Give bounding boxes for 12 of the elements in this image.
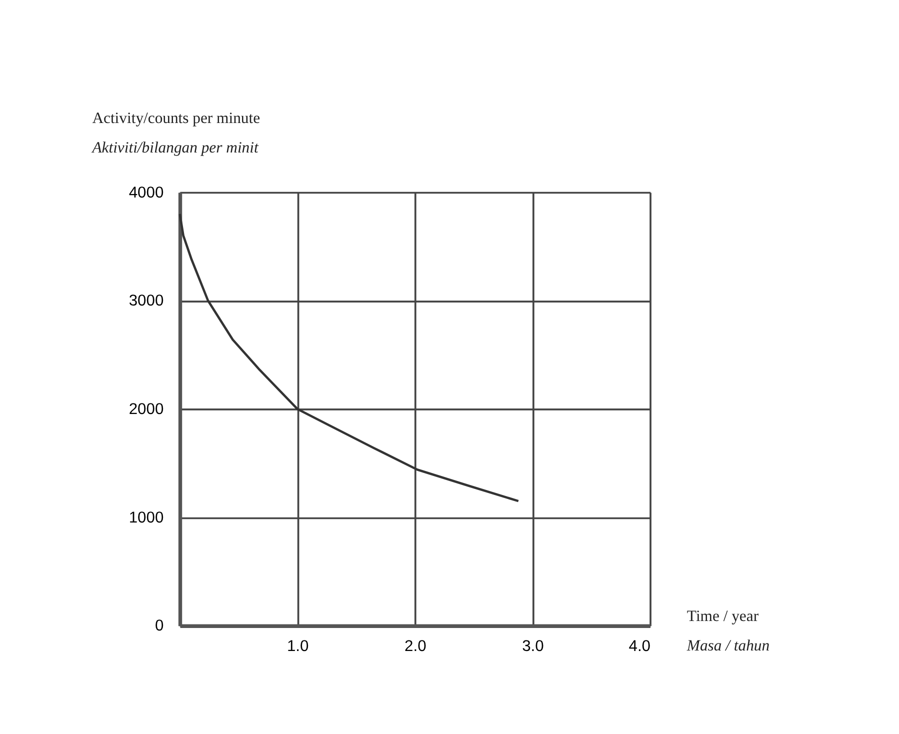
x-axis-title: Time / year Masa / tahun [686,608,770,655]
x-tick-label: 3.0 [522,638,544,656]
x-tick-label: 4.0 [628,638,651,656]
x-tick-label: 1.0 [286,638,309,656]
y-tick-label: 1000 [128,509,164,526]
x-tick-label: 2.0 [404,638,427,656]
y-axis-title: Activity/counts per minute Aktiviti/bilangan per minit [91,110,260,157]
y-tick-label: 0 [154,618,164,635]
y-tick-label: 4000 [128,184,164,202]
line-series [178,212,520,502]
y-tick-label: 3000 [128,292,164,310]
y-tick-label: 2000 [128,401,164,418]
